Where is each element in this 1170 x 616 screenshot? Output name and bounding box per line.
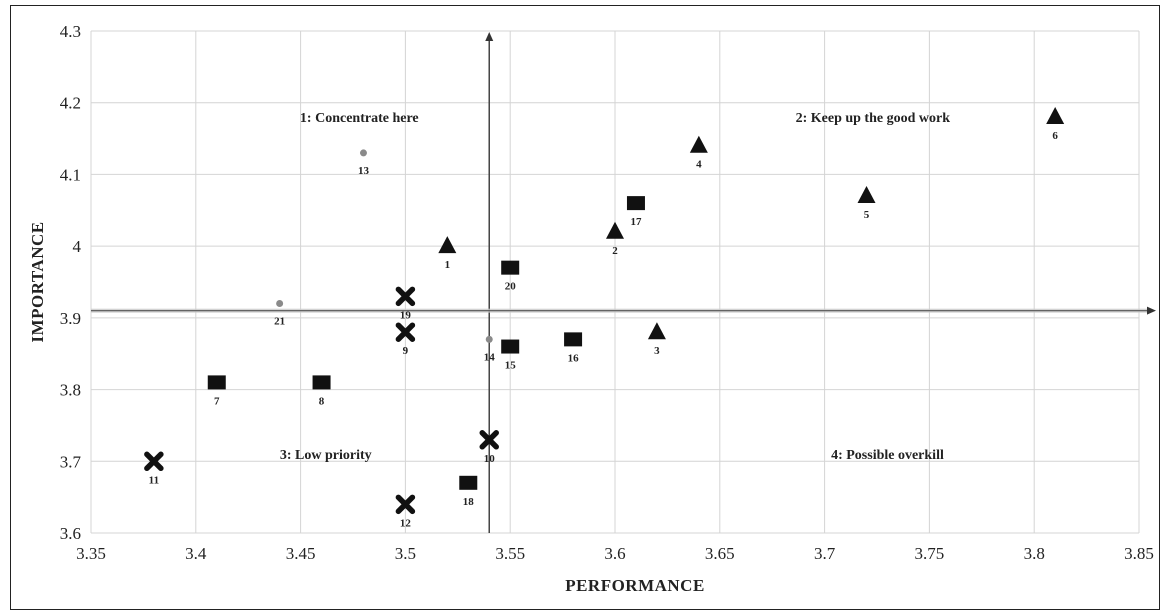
point-label: 14 bbox=[484, 351, 496, 363]
y-tick-label: 4.1 bbox=[60, 165, 81, 184]
triangle-marker bbox=[606, 221, 624, 239]
square-marker bbox=[459, 475, 478, 490]
point-label: 10 bbox=[484, 453, 496, 465]
point-label: 6 bbox=[1052, 130, 1058, 142]
square-marker bbox=[564, 332, 583, 347]
x-tick-label: 3.5 bbox=[395, 544, 416, 563]
y-tick-label: 3.9 bbox=[60, 309, 81, 328]
point-label: 2 bbox=[612, 245, 618, 257]
square-marker bbox=[312, 375, 331, 390]
x-tick-label: 3.35 bbox=[76, 544, 106, 563]
dot-marker bbox=[485, 335, 493, 343]
triangle-marker bbox=[689, 135, 708, 153]
ipa-scatter-chart: 3.35 3.4 3.45 3.5 3.55 3.6 3.65 3.7 3.75 3.8 3.853… bbox=[28, 22, 1156, 595]
x-tick-label: 3.45 bbox=[286, 544, 316, 563]
square-marker bbox=[501, 339, 520, 354]
x-tick-label: 3.55 bbox=[495, 544, 525, 563]
cross-marker bbox=[395, 494, 416, 515]
x-tick-label: 3.8 bbox=[1024, 544, 1045, 563]
point-label: 5 bbox=[864, 209, 870, 221]
square-marker bbox=[626, 196, 645, 211]
point-label: 13 bbox=[358, 165, 370, 177]
x-tick-label: 3.6 bbox=[604, 544, 625, 563]
y-tick-label: 4.3 bbox=[60, 22, 81, 41]
y-tick-label: 3.7 bbox=[60, 452, 82, 471]
triangle-marker bbox=[438, 236, 457, 254]
point-label: 18 bbox=[463, 496, 475, 508]
quadrant-label-3: 3: Low priority bbox=[280, 448, 372, 463]
horizontal-divider-arrowhead bbox=[1147, 306, 1156, 315]
cross-marker bbox=[479, 430, 499, 450]
point-label: 1 bbox=[445, 259, 451, 271]
x-tick-label: 3.85 bbox=[1124, 544, 1154, 563]
point-label: 3 bbox=[654, 345, 660, 357]
quadrant-label-4: 4: Possible overkill bbox=[831, 448, 944, 463]
x-tick-label: 3.75 bbox=[915, 544, 945, 563]
point-label: 17 bbox=[630, 216, 642, 228]
x-tick-label: 3.7 bbox=[814, 544, 836, 563]
y-tick-label: 4.2 bbox=[60, 94, 81, 113]
y-tick-label: 3.8 bbox=[60, 381, 81, 400]
point-label: 4 bbox=[696, 159, 702, 171]
quadrant-label-1: 1: Concentrate here bbox=[300, 111, 419, 126]
y-tick-label: 4 bbox=[73, 237, 82, 256]
triangle-marker bbox=[647, 322, 666, 340]
point-label: 12 bbox=[400, 517, 412, 529]
triangle-marker bbox=[1046, 107, 1065, 125]
cross-marker bbox=[395, 286, 416, 307]
point-label: 20 bbox=[505, 281, 517, 293]
point-label: 19 bbox=[400, 309, 412, 321]
cross-marker bbox=[395, 322, 416, 342]
square-marker bbox=[501, 260, 520, 275]
point-label: 21 bbox=[274, 316, 285, 328]
y-axis-title: IMPORTANCE bbox=[28, 221, 47, 342]
triangle-marker bbox=[857, 185, 876, 203]
dot-marker bbox=[276, 300, 284, 308]
point-label: 9 bbox=[403, 345, 409, 357]
x-tick-label: 3.4 bbox=[185, 544, 207, 563]
point-label: 16 bbox=[568, 352, 580, 364]
chart-frame: 3.35 3.4 3.45 3.5 3.55 3.6 3.65 3.7 3.75 3.8 3.85 3… bbox=[10, 5, 1160, 610]
x-axis-title: PERFORMANCE bbox=[565, 576, 705, 595]
x-tick-label: 3.65 bbox=[705, 544, 735, 563]
y-tick-label: 3.6 bbox=[60, 524, 81, 543]
square-marker bbox=[207, 375, 226, 390]
quadrant-label-2: 2: Keep up the good work bbox=[796, 111, 951, 126]
point-label: 8 bbox=[319, 395, 325, 407]
cross-marker bbox=[144, 451, 164, 472]
dot-marker bbox=[359, 149, 367, 157]
point-label: 15 bbox=[505, 360, 517, 372]
vertical-divider-arrowhead bbox=[485, 32, 494, 41]
point-label: 11 bbox=[149, 474, 159, 486]
point-label: 7 bbox=[214, 395, 220, 407]
